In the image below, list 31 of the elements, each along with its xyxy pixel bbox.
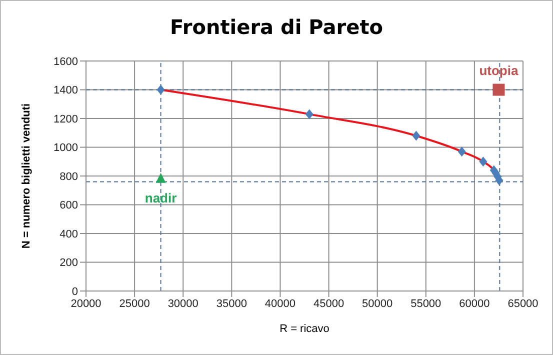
- y-tick-label: 1200: [54, 113, 78, 126]
- y-tick-label: 1400: [54, 84, 78, 97]
- y-tick-label: 200: [60, 257, 78, 270]
- x-tick-label: 25000: [119, 298, 150, 310]
- point: [156, 172, 166, 183]
- x-tick-label: 30000: [168, 298, 198, 310]
- x-tick-label: 45000: [313, 298, 344, 310]
- y-tick-label: 0: [72, 286, 78, 298]
- x-tick-label: 65000: [508, 298, 538, 310]
- point: [412, 130, 420, 141]
- x-tick-label: 20000: [70, 298, 102, 310]
- y-tick-label: 400: [60, 228, 78, 240]
- point: [458, 146, 466, 157]
- point: [492, 84, 505, 96]
- series-label: nadir: [144, 190, 177, 206]
- series-label: utopia: [479, 63, 519, 78]
- x-axis-title: R = ricavo: [278, 323, 330, 335]
- y-axis-title: N = numero biglietti venduti: [21, 103, 33, 249]
- point: [479, 156, 488, 167]
- x-tick-label: 55000: [410, 298, 442, 310]
- x-tick-label: 35000: [216, 298, 247, 310]
- point: [156, 84, 165, 95]
- chart-title: Frontiera di Pareto: [168, 15, 384, 39]
- y-tick-label: 600: [60, 200, 78, 212]
- y-tick-label: 800: [60, 170, 78, 183]
- y-tick-label: 1600: [54, 56, 78, 68]
- point: [305, 109, 314, 120]
- x-tick-label: 40000: [264, 298, 296, 310]
- x-tick-label: 50000: [362, 298, 393, 310]
- x-tick-label: 60000: [459, 298, 490, 310]
- y-tick-label: 1000: [54, 142, 78, 154]
